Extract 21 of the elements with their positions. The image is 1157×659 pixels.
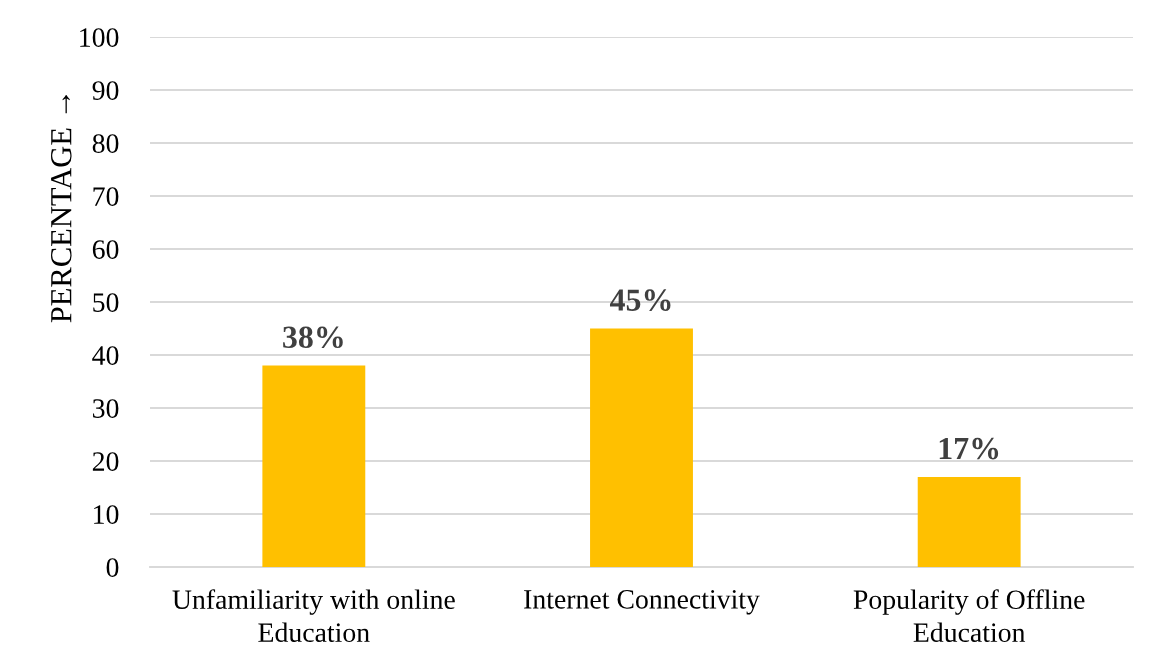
y-tick-label: 40 [92, 346, 119, 365]
y-tick-label: 50 [93, 293, 119, 312]
y-tick-label: 70 [93, 187, 119, 206]
bar [262, 365, 366, 567]
x-tick-label: Unfamiliarity with online Education [172, 589, 455, 643]
y-tick-label: 20 [92, 452, 119, 471]
x-tick-label: Popularity of Offline Education [853, 589, 1085, 643]
data-label: 45% [609, 289, 671, 312]
bar [917, 476, 1021, 567]
y-tick-label: 100 [80, 28, 119, 47]
y-tick-label: 80 [92, 134, 119, 153]
y-tick-label: 10 [94, 505, 119, 524]
bar [590, 328, 693, 567]
x-tick-label: Internet Connectivity [524, 590, 760, 615]
y-axis-title: PERCENTAGE → [51, 95, 72, 323]
data-label: 38% [283, 326, 343, 349]
y-tick-label: 60 [92, 240, 119, 259]
y-tick-label: 30 [92, 399, 119, 418]
y-tick-label: 0 [106, 558, 119, 577]
y-tick-label: 90 [92, 81, 119, 100]
data-label: 17% [939, 437, 999, 460]
